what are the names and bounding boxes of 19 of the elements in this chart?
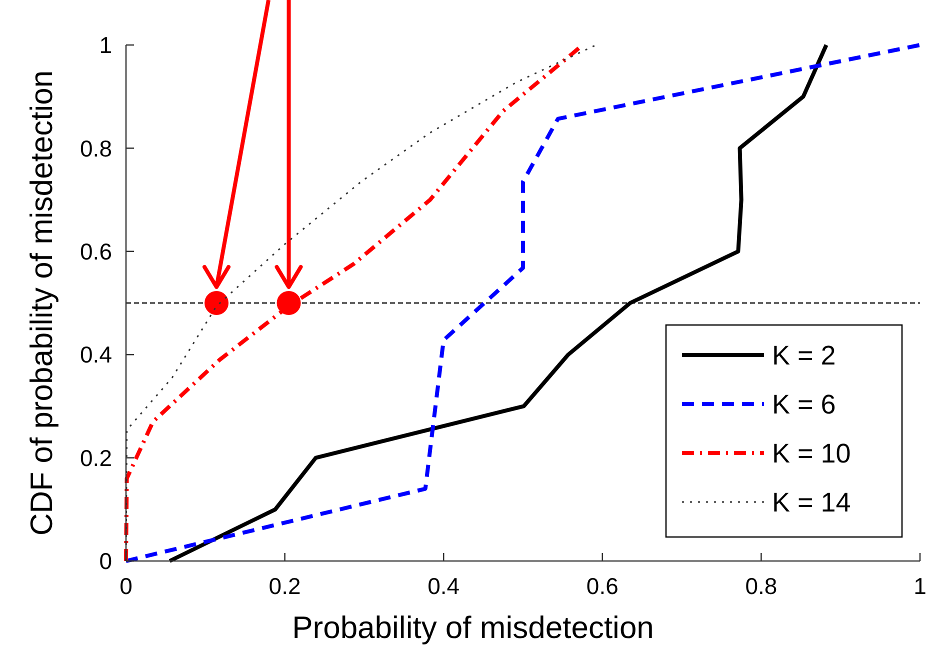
- y-tick-label: 0.4: [80, 342, 112, 368]
- x-tick-label: 0.4: [428, 573, 460, 599]
- y-tick-label: 1: [99, 32, 112, 58]
- x-axis-title: Probability of misdetection: [292, 610, 654, 645]
- y-axis-title: CDF of probability of misdetection: [24, 70, 59, 536]
- legend-label: K = 2: [772, 340, 836, 370]
- x-tick-label: 0: [120, 573, 132, 599]
- y-tick-label: 0.8: [80, 135, 112, 162]
- y-tick-label: 0.6: [80, 238, 112, 264]
- x-tick-label: 1: [914, 573, 926, 599]
- legend-label: K = 14: [772, 487, 851, 518]
- legend-label: K = 6: [772, 389, 836, 420]
- y-tick-label: 0: [99, 548, 112, 574]
- y-tick-label: 0.2: [80, 444, 112, 471]
- legend-label: K = 10: [772, 438, 851, 468]
- x-tick-label: 0.6: [586, 573, 618, 599]
- x-tick-label: 0.2: [268, 573, 301, 599]
- line-series: [124, 43, 922, 563]
- x-tick-label: 0.8: [745, 573, 778, 599]
